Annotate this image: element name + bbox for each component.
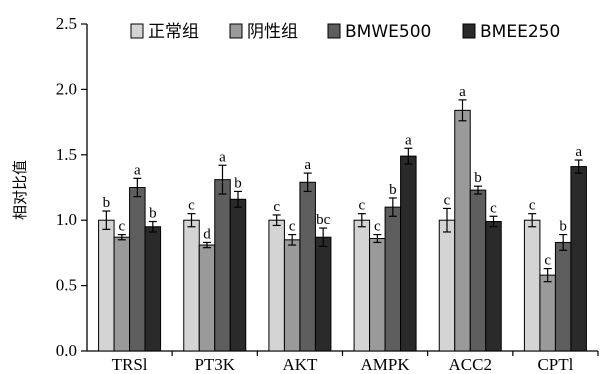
significance-label-4-0: c xyxy=(444,192,451,208)
significance-label-0-2: a xyxy=(134,162,141,178)
x-tick-label-0: TRSl xyxy=(112,355,148,374)
bar-2-3 xyxy=(314,236,332,352)
significance-label-1-3: b xyxy=(234,175,242,191)
bar-4-0 xyxy=(438,219,456,352)
legend-label-0: 正常组 xyxy=(148,22,199,42)
legend-swatch-1 xyxy=(229,23,243,39)
legend-label-3: BMEE250 xyxy=(480,22,560,42)
y-tick-label-3: 1.5 xyxy=(56,145,77,164)
significance-label-3-0: c xyxy=(358,198,365,214)
significance-label-0-0: b xyxy=(103,195,111,211)
significance-label-3-1: c xyxy=(374,219,381,235)
x-tick-label-1: PT3K xyxy=(194,355,235,374)
bar-0-2 xyxy=(129,187,146,352)
significance-label-5-0: c xyxy=(529,198,536,214)
significance-label-2-0: c xyxy=(273,199,280,215)
bar-0-1 xyxy=(113,236,131,352)
legend-swatch-3 xyxy=(462,23,476,39)
significance-label-1-1: d xyxy=(203,226,211,242)
bar-2-0 xyxy=(268,219,285,352)
bar-0-0 xyxy=(98,219,115,352)
bar-5-0 xyxy=(523,219,541,352)
significance-label-1-0: c xyxy=(188,198,195,214)
bar-3-3 xyxy=(400,155,417,352)
legend-label-2: BMWE500 xyxy=(345,22,431,42)
significance-label-5-3: a xyxy=(575,144,582,160)
bar-0-3 xyxy=(144,226,162,352)
bar-1-1 xyxy=(198,244,216,352)
x-tick-label-2: AKT xyxy=(282,355,318,374)
significance-label-3-3: a xyxy=(405,132,412,148)
bar-1-0 xyxy=(183,219,200,352)
bar-3-1 xyxy=(369,238,386,352)
bar-5-3 xyxy=(570,166,587,352)
bar-1-3 xyxy=(229,198,247,352)
y-tick-label-5: 2.5 xyxy=(56,14,77,33)
significance-label-2-2: a xyxy=(304,157,311,173)
y-axis-label: 相对比值 xyxy=(11,160,29,220)
significance-label-4-1: a xyxy=(459,84,466,100)
significance-label-2-1: c xyxy=(289,219,296,235)
bar-3-2 xyxy=(384,206,402,352)
significance-label-1-2: a xyxy=(219,149,226,165)
significance-label-0-3: b xyxy=(149,206,157,222)
bar-4-2 xyxy=(469,189,487,352)
bar-2-2 xyxy=(299,181,316,352)
bar-5-2 xyxy=(554,241,572,352)
bar-5-1 xyxy=(539,274,556,352)
x-tick-label-3: AMPK xyxy=(361,355,411,374)
bar-4-3 xyxy=(485,221,502,352)
y-tick-label-2: 1.0 xyxy=(56,210,77,229)
significance-label-0-1: c xyxy=(118,219,125,235)
significance-label-3-2: b xyxy=(389,182,397,198)
x-tick-label-4: ACC2 xyxy=(449,355,492,374)
legend-label-1: 阴性组 xyxy=(247,22,298,42)
y-tick-label-1: 0.5 xyxy=(56,276,77,295)
y-tick-label-0: 0.0 xyxy=(56,341,77,360)
bar-4-1 xyxy=(454,109,471,352)
significance-label-5-1: c xyxy=(544,253,551,269)
bar-2-1 xyxy=(283,239,301,352)
bar-1-2 xyxy=(214,179,231,352)
significance-label-4-3: c xyxy=(490,200,497,216)
y-tick-label-4: 2.0 xyxy=(56,79,77,98)
legend-swatch-0 xyxy=(130,23,144,39)
significance-label-4-2: b xyxy=(474,170,482,186)
legend-swatch-2 xyxy=(327,23,341,39)
bar-3-0 xyxy=(353,219,371,352)
significance-label-2-3: bc xyxy=(316,212,331,228)
x-tick-label-5: CPTl xyxy=(537,355,573,374)
significance-label-5-2: b xyxy=(559,219,567,235)
